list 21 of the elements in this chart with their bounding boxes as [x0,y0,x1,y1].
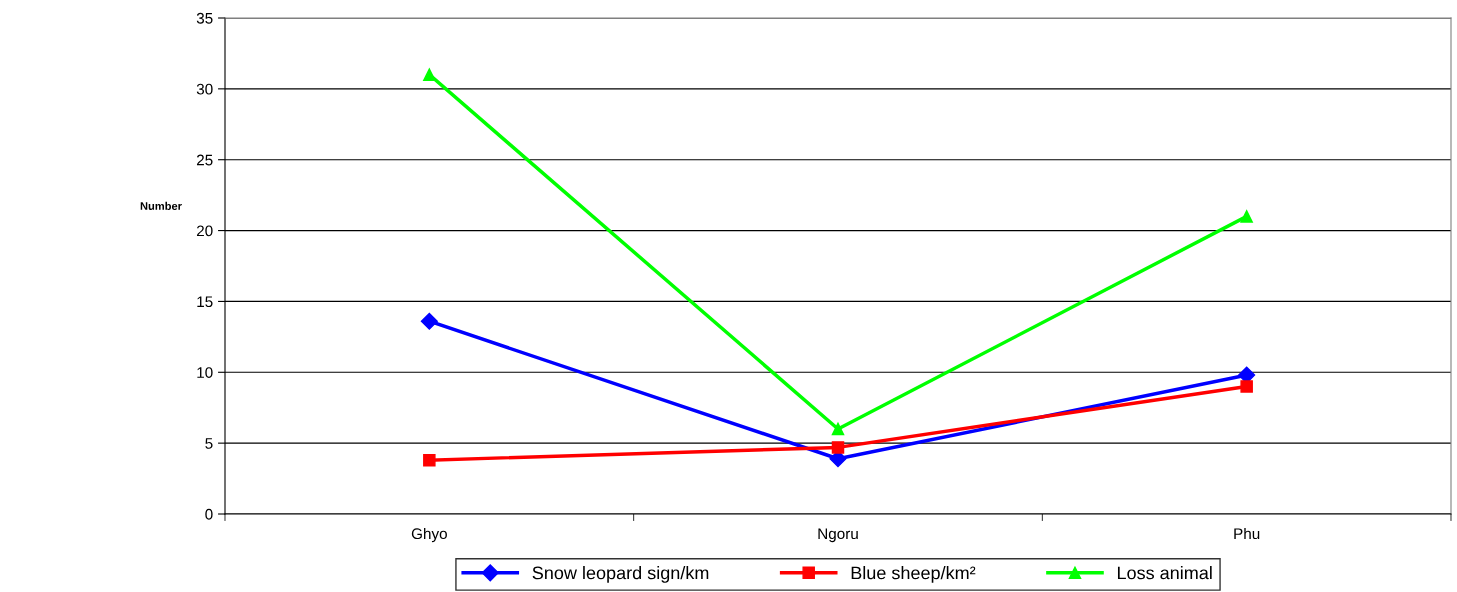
x-tick-label: Ngoru [818,528,858,543]
x-tick-label: Ghyo [411,527,447,543]
y-tick-label: 0 [205,508,213,520]
y-tick-label: 30 [196,83,213,95]
y-tick-label: 35 [196,12,213,24]
y-tick-label: 10 [197,367,213,378]
y-tick-label: 20 [196,225,213,237]
point [831,422,845,436]
y-tick-label: 15 [197,296,213,308]
y-tick-label: 5 [205,438,213,449]
legend-label: Snow leopard sign/km [532,566,709,583]
y-tick-label: 25 [196,154,213,166]
point [1240,210,1253,223]
legend-label: Loss animal [1117,566,1212,580]
y-axis-title: Number [140,201,182,210]
point [831,441,845,454]
point [420,312,438,330]
legend-label: Blue sheep/km² [851,566,976,583]
point [1240,380,1253,393]
point [423,453,436,467]
x-tick-label: Phu [1234,527,1260,540]
